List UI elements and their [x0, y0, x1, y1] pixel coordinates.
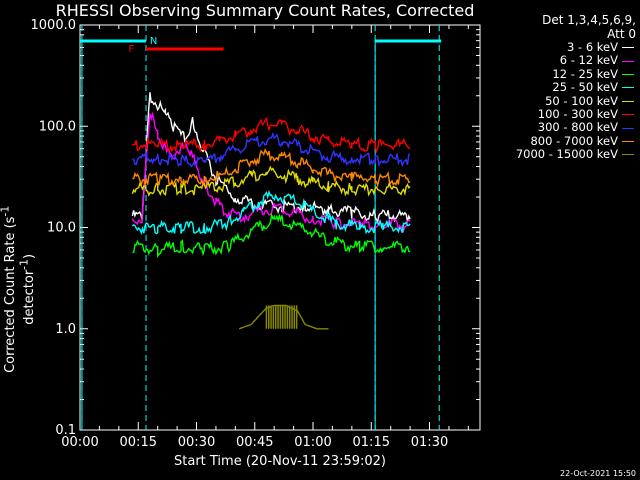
legend-label: 3 - 6 keV — [567, 40, 618, 54]
legend-label: 300 - 800 keV — [537, 120, 618, 135]
legend-swatch — [622, 87, 634, 89]
detector-note-line-1: Det 1,3,4,5,6,9, — [542, 13, 636, 27]
x-axis-label: Start Time (20-Nov-11 23:59:02) — [174, 454, 386, 469]
legend-entry: 100 - 300 keV — [516, 107, 634, 122]
legend-swatch — [622, 47, 634, 49]
series-line-6 — [132, 131, 411, 168]
series-line-4 — [131, 165, 411, 197]
x-tick-label: 00:15 — [120, 435, 157, 450]
series-line-1 — [131, 111, 411, 234]
y-tick-label: 1.0 — [55, 322, 76, 337]
x-tick-label: 00:45 — [236, 435, 273, 450]
x-tick-label: 01:15 — [353, 435, 390, 450]
legend-label: 6 - 12 keV — [559, 53, 618, 68]
legend-label: 25 - 50 keV — [552, 80, 618, 95]
legend-entry: 25 - 50 keV — [516, 80, 634, 95]
legend-label: 800 - 7000 keV — [530, 133, 618, 148]
y-tick-label: 0.1 — [55, 423, 76, 438]
detector-note-line-2: Att 0 — [607, 27, 636, 41]
legend-entry: 3 - 6 keV — [516, 40, 634, 54]
series-line-3 — [131, 189, 411, 236]
series-line-8 — [238, 304, 329, 330]
y-tick-label: 100.0 — [39, 119, 76, 134]
legend-swatch — [622, 141, 634, 143]
legend-entry: 12 - 25 keV — [516, 66, 634, 81]
plot-frame — [79, 24, 481, 431]
legend-entry: 800 - 7000 keV — [516, 133, 634, 148]
legend-swatch — [622, 114, 634, 116]
x-tick-label: 01:00 — [294, 435, 331, 450]
y-tick-label: 10.0 — [47, 221, 76, 236]
legend-entry: 300 - 800 keV — [516, 121, 634, 134]
chart-title: RHESSI Observing Summary Count Rates, Co… — [55, 1, 475, 20]
legend-swatch — [622, 154, 634, 156]
legend-swatch — [622, 100, 634, 102]
annotation-f: F — [129, 44, 135, 55]
x-tick-label: 00:00 — [61, 435, 98, 450]
legend-entry: 6 - 12 keV — [516, 53, 634, 68]
x-tick-label: 01:30 — [411, 435, 448, 450]
y-axis-label: Corrected Count Rate (s-1 detector-1) — [0, 205, 38, 373]
legend-label: 50 - 100 keV — [545, 93, 618, 108]
legend-label: 100 - 300 keV — [537, 107, 618, 122]
legend-entry: 50 - 100 keV — [516, 93, 634, 108]
detector-note: Det 1,3,4,5,6,9, Att 0 — [542, 13, 636, 41]
legend-label: 12 - 25 keV — [552, 66, 618, 81]
timestamp: 22-Oct-2021 15:50 — [560, 469, 636, 478]
x-tick-label: 00:30 — [178, 435, 215, 450]
legend-label: 7000 - 15000 keV — [515, 147, 618, 162]
legend-entry: 7000 - 15000 keV — [515, 147, 634, 162]
legend-swatch — [622, 74, 634, 76]
legend-swatch — [622, 60, 634, 62]
legend: 3 - 6 keV 6 - 12 keV 12 - 25 keV 25 - 50 ke… — [515, 40, 634, 162]
series-line-0 — [131, 92, 411, 223]
series-line-7 — [132, 148, 411, 188]
annotation-n: N — [150, 36, 157, 47]
legend-swatch — [622, 127, 634, 129]
y-tick-label: 1000.0 — [31, 18, 77, 33]
series-line-5 — [132, 116, 411, 154]
series-line-2 — [132, 212, 411, 259]
